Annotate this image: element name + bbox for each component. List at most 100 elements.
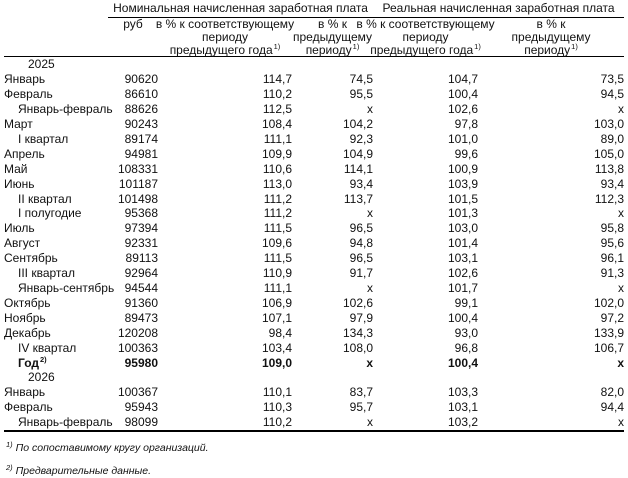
table-body: 2025 Январь 90620 114,7 74,5 104,7 73,5 Февраль… (4, 57, 624, 431)
row-label: Май (4, 162, 108, 177)
row-label: II квартал (4, 192, 108, 207)
empty-cell (158, 370, 292, 385)
value-cell: x (618, 206, 625, 221)
row-label-text: III квартал (18, 266, 75, 281)
value-cell: 97394 (124, 221, 158, 236)
value-cell: 102,6 (448, 102, 479, 117)
footnote-ref-icon: 1) (273, 41, 281, 51)
group-header-real: Реальная начисленная заработная плата (373, 2, 625, 18)
empty-cell (108, 57, 158, 72)
footnote-mark: 2) (6, 462, 13, 472)
value-cell: 104,2 (343, 117, 374, 132)
value-cell: x (618, 102, 625, 117)
value-cell: 98099 (124, 415, 158, 430)
table-row: Июнь 101187 113,0 93,4 103,9 93,4 (4, 177, 624, 192)
value-cell: x (367, 415, 374, 430)
row-label-text: Март (4, 117, 33, 132)
table-row: I квартал 89174 111,1 92,3 101,0 89,0 (4, 132, 624, 147)
value-cell: 74,5 (349, 72, 374, 87)
header-line: периоду (202, 29, 248, 44)
value-cell: 112,5 (262, 102, 292, 117)
row-label-text: Январь-февраль (18, 415, 113, 430)
table-row: Январь 100367 110,1 83,7 103,3 82,0 (4, 385, 624, 400)
header-line: периоду (305, 42, 352, 57)
value-cell: 82,0 (600, 385, 625, 400)
value-cell: 103,4 (261, 340, 292, 355)
value-cell: 89113 (125, 251, 158, 266)
value-cell: 103,9 (448, 176, 479, 191)
value-cell: 95368 (124, 206, 158, 221)
row-label-text: IV квартал (18, 340, 77, 355)
row-label-text: Сентябрь (4, 251, 58, 266)
value-cell: 100,4 (448, 310, 479, 325)
value-cell: 103,3 (448, 385, 479, 400)
value-cell: 112,3 (594, 191, 625, 206)
value-cell: 91360 (124, 295, 158, 310)
table-row: Ноябрь 89473 107,1 97,9 100,4 97,2 (4, 311, 624, 326)
row-label-text: Декабрь (4, 325, 51, 340)
row-label-text: Июнь (4, 176, 35, 191)
row-label-text: Июль (4, 221, 35, 236)
value-cell: 134,3 (343, 325, 374, 340)
header-line: предыдущему (511, 29, 591, 44)
value-cell: x (366, 355, 374, 370)
value-cell: 110,9 (262, 266, 292, 281)
table-row: I полугодие 95368 111,2 x 101,3 x (4, 206, 624, 221)
value-cell: 101,4 (448, 236, 479, 251)
row-label: Январь-сентябрь (4, 281, 114, 296)
row-label: Август (4, 236, 108, 251)
value-cell: x (618, 415, 625, 430)
row-label-text: Январь (4, 385, 46, 400)
value-cell: 114,1 (343, 161, 374, 176)
value-cell: 101,7 (448, 280, 479, 295)
table-row: Январь 90620 114,7 74,5 104,7 73,5 (4, 72, 624, 87)
row-label: Январь-февраль (4, 102, 113, 117)
table-row: Апрель 94981 109,9 104,9 99,6 105,0 (4, 147, 624, 162)
group-header-spacer (4, 2, 108, 18)
row-label: III квартал (4, 266, 108, 281)
value-cell: 106,7 (594, 340, 625, 355)
value-cell: 110,2 (262, 415, 292, 430)
row-label-text: Январь-февраль (18, 102, 113, 117)
empty-cell (478, 57, 624, 72)
row-label: Январь (4, 72, 108, 87)
value-cell: 103,1 (448, 400, 479, 415)
value-cell: 94,8 (349, 236, 374, 251)
value-cell: x (367, 102, 374, 117)
value-cell: 100,4 (448, 87, 479, 102)
value-cell: 109,0 (261, 355, 292, 370)
value-cell: 102,0 (594, 295, 625, 310)
value-cell: 101,3 (448, 206, 479, 221)
subheader-row: руб в % к соответствующему периоду преды… (4, 17, 625, 58)
col-header-text: в % к соответствующему периоду предыдуще… (355, 18, 496, 56)
value-cell: 92,3 (349, 131, 374, 146)
value-cell: 96,5 (349, 251, 374, 266)
value-cell: 114,7 (262, 72, 292, 87)
value-cell: 111,1 (263, 280, 292, 295)
value-cell: 111,1 (263, 131, 292, 146)
table-row: Январь-сентябрь 94544 111,1 x 101,7 x (4, 281, 624, 296)
value-cell: 107,1 (261, 310, 292, 325)
table-row: Март 90243 108,4 104,2 97,8 103,0 (4, 117, 624, 132)
value-cell: 120208 (117, 325, 158, 340)
value-cell: 95,8 (600, 221, 625, 236)
row-label-text: Август (4, 236, 41, 251)
value-cell: 110,6 (262, 161, 292, 176)
table-row: IV квартал 100363 103,4 108,0 96,8 106,7 (4, 341, 624, 356)
header-line: в % к соответствующему (155, 17, 295, 31)
value-cell: 96,5 (349, 221, 374, 236)
row-label: Январь-февраль (4, 415, 113, 431)
value-cell: 94,4 (600, 400, 625, 415)
footnote-text: По сопоставимому кругу организаций. (15, 442, 209, 455)
empty-cell (373, 370, 478, 385)
value-cell: 89174 (124, 131, 158, 146)
footnote-ref-icon: 1) (352, 41, 360, 51)
empty-cell (158, 57, 292, 72)
row-label-text: Год (18, 355, 39, 370)
value-cell: 102,6 (448, 266, 479, 281)
value-cell: 113,7 (343, 191, 374, 206)
value-cell: 96,8 (454, 340, 479, 355)
row-label: Февраль (4, 400, 108, 415)
value-cell: 100367 (117, 385, 158, 400)
value-cell: 97,2 (600, 310, 625, 325)
